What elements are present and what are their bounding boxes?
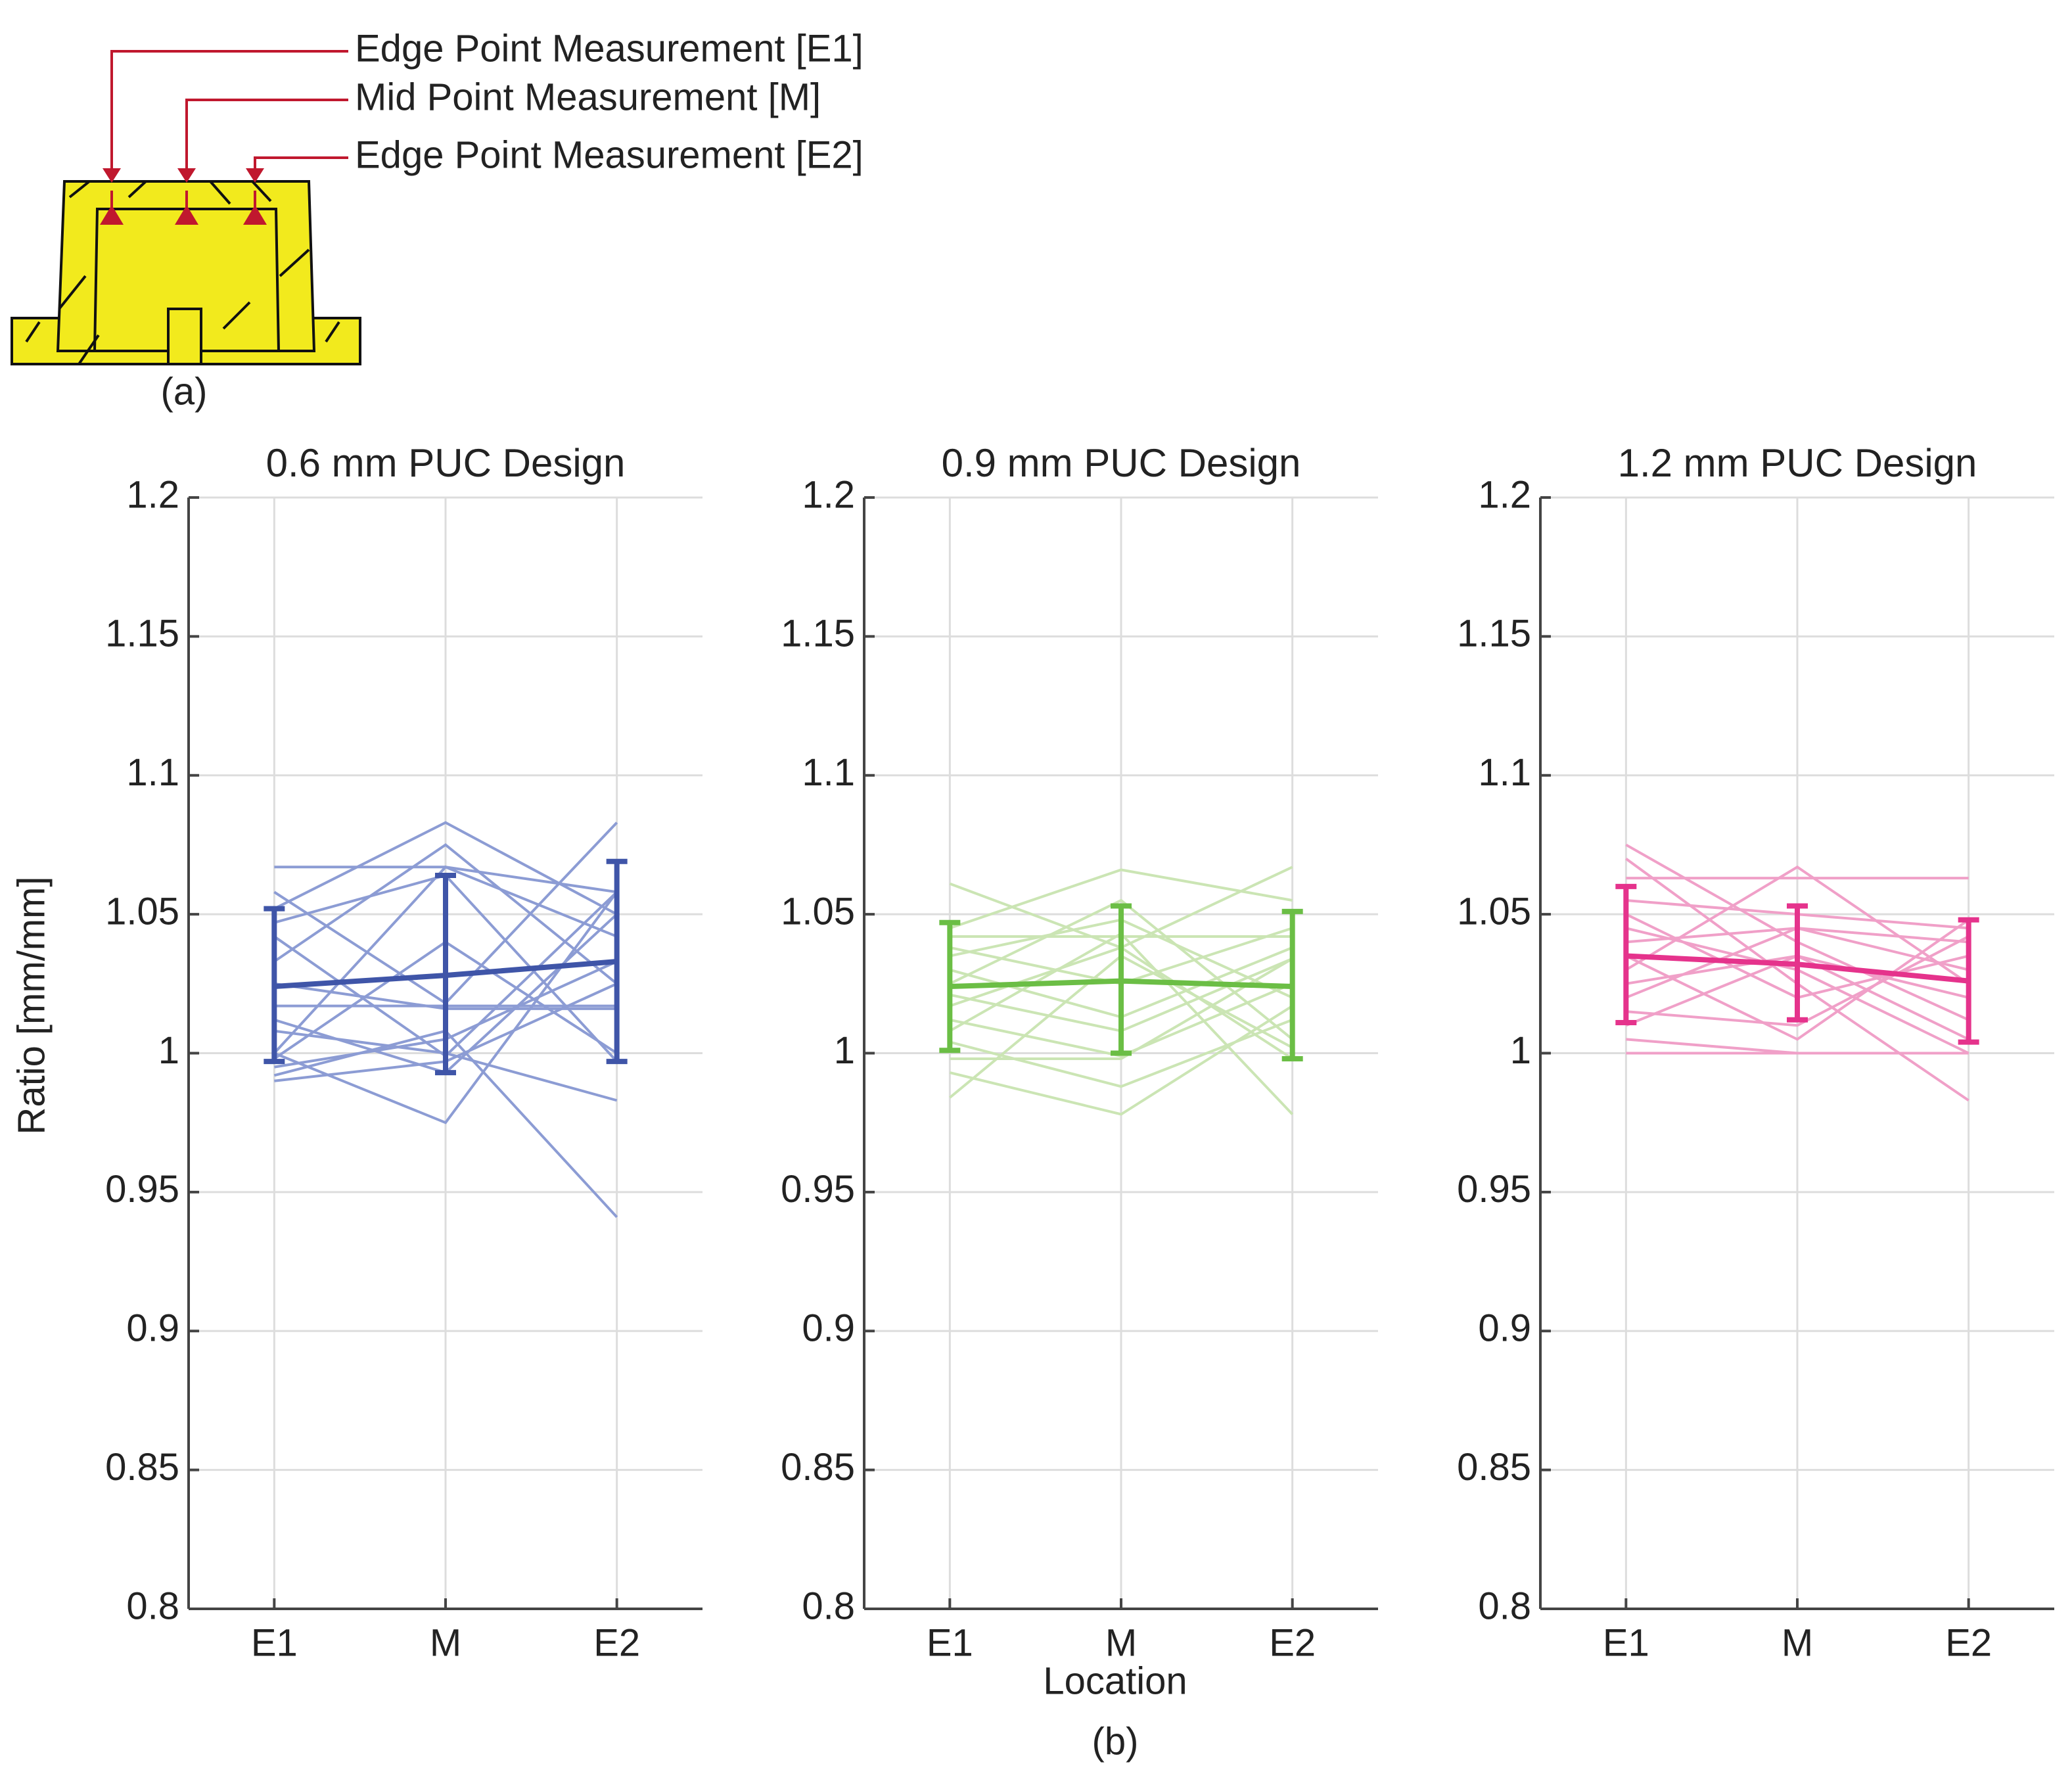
callout-m: Mid Point Measurement [M] (355, 76, 821, 118)
x-axis-label: Location (1043, 1659, 1187, 1702)
y-tick-label: 1 (158, 1029, 179, 1072)
y-tick-label: 1.15 (1457, 613, 1531, 655)
chart-2: 0.8 0.85 0.9 0.95 1 1.05 1.1 1.15 1.2 E1 M E2 0.9 mm… (781, 441, 1378, 1664)
panel-label-a: (a) (161, 370, 208, 413)
e1-arrow-icon (103, 168, 121, 183)
specimen-line (949, 982, 1293, 1057)
y-tick-label: 0.95 (105, 1168, 179, 1211)
y-tick-label: 0.9 (126, 1307, 179, 1350)
y-tick-label: 1.05 (105, 890, 179, 933)
center-post (167, 308, 202, 365)
y-tick-label: 0.95 (1457, 1168, 1531, 1211)
chart-3: 0.8 0.85 0.9 0.95 1 1.05 1.1 1.15 1.2 E1 M E2 1.2 mm… (1457, 441, 2054, 1664)
y-tick-label: 1.15 (105, 613, 179, 655)
individual-series (949, 866, 1294, 1116)
y-tick-label: 1 (1510, 1029, 1531, 1072)
y-tick-label: 0.85 (105, 1446, 179, 1489)
e2-arrow-icon (246, 168, 264, 183)
y-tick-label: 1.2 (802, 473, 855, 516)
y-tick-label: 1.1 (126, 751, 179, 794)
y-tick-label: 1.05 (1457, 890, 1531, 933)
y-tick-label: 1.1 (802, 751, 855, 794)
y-axis-label: Ratio [mm/mm] (10, 876, 53, 1134)
specimen-line (950, 958, 1293, 1060)
inner-cavity (93, 208, 281, 352)
specimen-line (949, 1004, 1293, 1116)
x-tick-label: E1 (251, 1621, 298, 1664)
m-point-marker (175, 205, 198, 225)
x-tick-label: M (430, 1621, 461, 1664)
y-tick-label: 1.2 (126, 473, 179, 516)
x-tick-label: M (1782, 1621, 1813, 1664)
chart-1: 0.8 0.85 0.9 0.95 1 1.05 1.1 1.15 1.2 E1 M E2 0.6 mm… (105, 441, 702, 1664)
y-tick-label: 0.8 (802, 1585, 855, 1627)
callout-e2: Edge Point Measurement [E2] (355, 133, 863, 176)
specimen-line (273, 821, 618, 915)
y-tick-label: 0.85 (1457, 1446, 1531, 1489)
mean-line (274, 959, 617, 990)
mean-line (1626, 953, 1969, 984)
chart-title: 0.6 mm PUC Design (266, 441, 626, 485)
e1-point-marker (100, 205, 124, 225)
y-tick-label: 1.15 (781, 613, 855, 655)
m-arrow-icon (177, 168, 196, 183)
x-tick-label: E2 (1269, 1621, 1316, 1664)
callout-e1: Edge Point Measurement [E1] (355, 27, 863, 70)
y-tick-label: 1 (834, 1029, 855, 1072)
x-tick-label: E2 (1945, 1621, 1992, 1664)
e2-point-marker (243, 205, 267, 225)
x-tick-label: E1 (927, 1621, 973, 1664)
specimen-line (273, 891, 618, 1124)
x-tick-label: E2 (593, 1621, 640, 1664)
specimen-line (1625, 918, 1969, 1041)
specimen-line (1626, 935, 1969, 1027)
charts-panel: 0.8 0.85 0.9 0.95 1 1.05 1.1 1.15 1.2 E1 M E2 0.6 mm… (105, 441, 2054, 1664)
specimen-line (273, 843, 618, 985)
specimen-line (273, 865, 618, 1054)
panel-label-b: (b) (1092, 1720, 1139, 1763)
y-tick-label: 0.85 (781, 1446, 855, 1489)
y-tick-label: 1.1 (1478, 751, 1531, 794)
measurement-diagram: Edge Point Measurement [E1] Mid Point Me… (11, 27, 863, 413)
measurement-markers (100, 168, 267, 225)
y-tick-label: 0.8 (1478, 1585, 1531, 1627)
y-tick-label: 0.8 (126, 1585, 179, 1627)
y-tick-label: 1.2 (1478, 473, 1531, 516)
y-tick-label: 0.9 (1478, 1307, 1531, 1350)
y-tick-label: 0.9 (802, 1307, 855, 1350)
individual-series (1625, 843, 1969, 1102)
section-hatching (25, 180, 340, 365)
x-tick-label: E1 (1603, 1621, 1649, 1664)
y-tick-label: 0.95 (781, 1168, 855, 1211)
mean-line (950, 978, 1293, 990)
chart-title: 1.2 mm PUC Design (1618, 441, 1977, 485)
x-tick-label: M (1105, 1621, 1137, 1664)
specimen-line (949, 868, 1293, 930)
chart-title: 0.9 mm PUC Design (942, 441, 1301, 485)
specimen-line (1625, 865, 1969, 985)
y-tick-label: 1.05 (781, 890, 855, 933)
